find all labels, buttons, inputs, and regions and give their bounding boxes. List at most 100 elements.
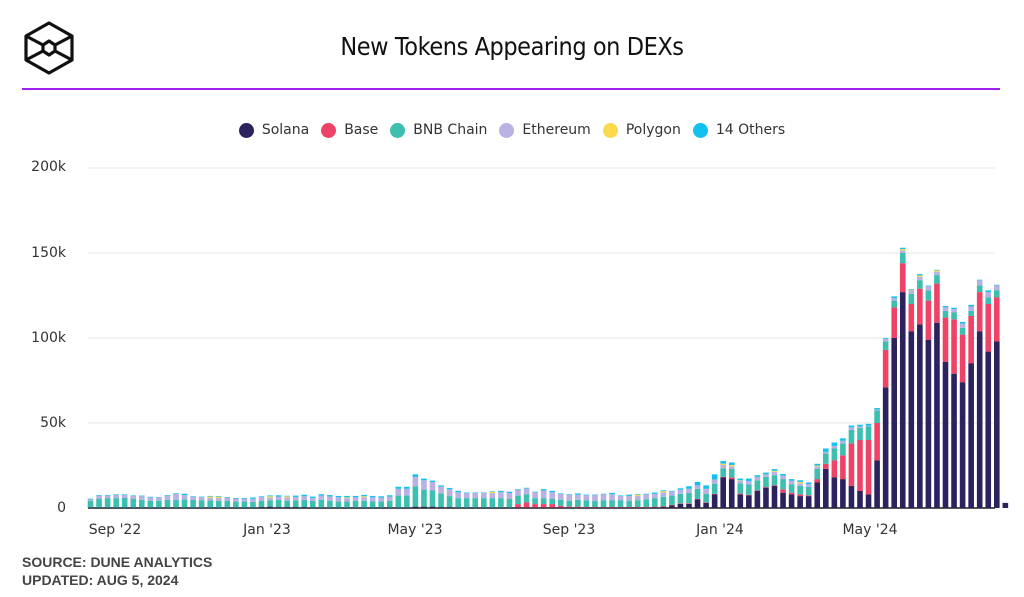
- bar-stack[interactable]: [87, 498, 94, 509]
- bar-stack[interactable]: [463, 492, 470, 509]
- bar-stack[interactable]: [540, 489, 547, 509]
- bar-stack[interactable]: [104, 495, 111, 509]
- bar-stack[interactable]: [250, 497, 256, 509]
- bar-stack[interactable]: [711, 474, 718, 508]
- bar-stack[interactable]: [224, 497, 231, 509]
- bar-stack[interactable]: [515, 489, 521, 509]
- legend-item-ethereum[interactable]: Ethereum: [499, 122, 591, 138]
- bar-stack[interactable]: [985, 290, 992, 508]
- bar-stack[interactable]: [139, 495, 145, 509]
- bar-stack[interactable]: [369, 495, 376, 509]
- bar-stack[interactable]: [592, 494, 598, 509]
- bar-stack[interactable]: [267, 495, 273, 508]
- legend-item-solana[interactable]: Solana: [238, 122, 309, 138]
- bar-stack[interactable]: [788, 479, 795, 508]
- bar-stack[interactable]: [720, 461, 726, 508]
- bar-stack[interactable]: [472, 492, 479, 509]
- legend-item-bnb-chain[interactable]: BNB Chain: [390, 122, 487, 138]
- bar-stack[interactable]: [652, 492, 658, 508]
- bar-stack[interactable]: [831, 442, 838, 508]
- bar-stack[interactable]: [857, 424, 863, 508]
- bar-stack[interactable]: [258, 496, 265, 508]
- bar-stack[interactable]: [121, 494, 128, 509]
- bar-stack[interactable]: [96, 495, 102, 509]
- bar-stack[interactable]: [643, 493, 650, 509]
- bar-stack[interactable]: [241, 497, 248, 509]
- bar-stack[interactable]: [557, 493, 564, 509]
- bar-stack[interactable]: [198, 496, 205, 509]
- bar-stack[interactable]: [660, 490, 667, 508]
- bar-stack[interactable]: [481, 492, 487, 509]
- bar-stack[interactable]: [215, 496, 222, 509]
- bar-stack[interactable]: [173, 493, 179, 509]
- bar-stack[interactable]: [438, 485, 444, 508]
- bar-stack[interactable]: [754, 475, 761, 508]
- bar-stack[interactable]: [207, 495, 213, 509]
- bar-stack[interactable]: [609, 492, 615, 509]
- bar-stack[interactable]: [899, 247, 906, 508]
- bar-stack[interactable]: [848, 425, 855, 508]
- legend-item-base[interactable]: Base: [321, 122, 378, 138]
- bar-stack[interactable]: [130, 495, 137, 509]
- bar-stack[interactable]: [814, 463, 821, 508]
- bar-stack[interactable]: [455, 490, 461, 509]
- bar-stack[interactable]: [951, 307, 957, 508]
- bar-stack[interactable]: [181, 493, 188, 509]
- bar-stack[interactable]: [634, 494, 641, 509]
- bar-stack[interactable]: [404, 486, 410, 509]
- bar-stack[interactable]: [164, 495, 171, 509]
- bar-stack[interactable]: [327, 495, 333, 509]
- bar-stack[interactable]: [506, 491, 513, 509]
- bar-stack[interactable]: [968, 304, 974, 508]
- bar-stack[interactable]: [446, 487, 453, 508]
- bar-stack[interactable]: [840, 438, 846, 508]
- bar-stack[interactable]: [190, 496, 196, 509]
- bar-stack[interactable]: [583, 494, 590, 509]
- bar-stack[interactable]: [746, 478, 752, 508]
- bar-stack[interactable]: [617, 495, 624, 509]
- bar-stack[interactable]: [976, 279, 983, 508]
- bar-stack[interactable]: [421, 478, 427, 508]
- bar-stack[interactable]: [361, 494, 367, 509]
- bar-stack[interactable]: [891, 296, 897, 508]
- bar-stack[interactable]: [335, 495, 342, 509]
- bar-stack[interactable]: [865, 423, 872, 508]
- bar-stack[interactable]: [532, 491, 538, 509]
- bar-stack[interactable]: [156, 497, 162, 509]
- bar-stack[interactable]: [917, 274, 923, 508]
- bar-stack[interactable]: [113, 494, 119, 509]
- bar-stack[interactable]: [703, 485, 709, 508]
- bar-stack[interactable]: [994, 284, 1000, 508]
- bar-stack[interactable]: [882, 338, 889, 508]
- bar-stack[interactable]: [498, 490, 504, 509]
- bar-stack[interactable]: [429, 480, 436, 508]
- bar-stack[interactable]: [310, 496, 316, 509]
- bar-stack[interactable]: [925, 285, 932, 508]
- bar-stack[interactable]: [352, 495, 359, 509]
- bar-stack[interactable]: [737, 478, 744, 508]
- bar-stack[interactable]: [677, 488, 684, 508]
- bar-stack[interactable]: [284, 495, 290, 508]
- bar-stack[interactable]: [763, 472, 769, 508]
- bar-stack[interactable]: [344, 495, 350, 509]
- bar-stack[interactable]: [771, 469, 778, 508]
- bar-stack[interactable]: [395, 486, 402, 509]
- bar-stack[interactable]: [549, 490, 555, 509]
- bar-stack[interactable]: [780, 474, 786, 508]
- bar-stack[interactable]: [318, 494, 325, 509]
- bar-stack[interactable]: [959, 321, 966, 508]
- bar-stack[interactable]: [523, 487, 530, 509]
- bar-stack[interactable]: [797, 480, 803, 508]
- bar-stack[interactable]: [686, 486, 692, 508]
- legend-item-polygon[interactable]: Polygon: [602, 122, 681, 138]
- bar-stack[interactable]: [378, 496, 384, 509]
- bar-stack[interactable]: [412, 474, 419, 508]
- bar-stack[interactable]: [489, 491, 496, 509]
- bar-stack[interactable]: [566, 494, 573, 509]
- bar-stack[interactable]: [626, 494, 632, 509]
- bar-stack[interactable]: [805, 482, 812, 509]
- bar-stack[interactable]: [823, 448, 829, 509]
- bar-stack[interactable]: [669, 490, 675, 508]
- bar-stack[interactable]: [934, 269, 940, 508]
- bar-stack[interactable]: [942, 306, 949, 508]
